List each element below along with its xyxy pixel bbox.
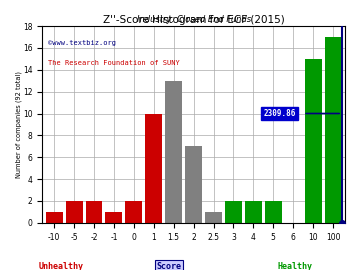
Bar (185, 146, 202, 223)
Text: Unhealthy: Unhealthy (39, 262, 84, 270)
Bar (66, 201, 82, 223)
Y-axis label: Number of companies (92 total): Number of companies (92 total) (15, 71, 22, 178)
Bar (265, 201, 282, 223)
Bar (46, 212, 63, 223)
Text: 2309.86: 2309.86 (263, 109, 296, 118)
Bar (105, 212, 122, 223)
Bar (305, 59, 321, 223)
Text: The Research Foundation of SUNY: The Research Foundation of SUNY (48, 59, 180, 66)
Bar (86, 201, 103, 223)
Text: Industry: Closed End Funds: Industry: Closed End Funds (136, 15, 251, 24)
Text: Healthy: Healthy (278, 262, 313, 270)
Title: Z''-Score Histogram for ECF (2015): Z''-Score Histogram for ECF (2015) (103, 15, 284, 25)
Bar (245, 201, 262, 223)
Text: ©www.textbiz.org: ©www.textbiz.org (48, 40, 116, 46)
Bar (125, 201, 142, 223)
Bar (225, 201, 242, 223)
Text: Score: Score (157, 262, 182, 270)
Bar (205, 212, 222, 223)
Bar (165, 81, 182, 223)
Bar (145, 113, 162, 223)
Bar (325, 37, 342, 223)
